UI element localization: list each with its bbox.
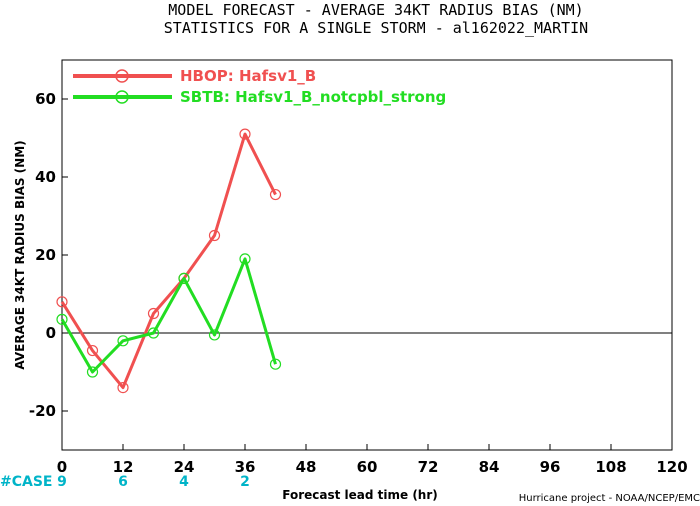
case-count-value: 4	[179, 474, 189, 490]
x-tick-label: 12	[113, 458, 134, 476]
x-tick-label: 120	[656, 458, 687, 476]
legend: HBOP: Hafsv1_B SBTB: Hafsv1_B_notcpbl_str…	[73, 67, 446, 106]
x-tick-label: 0	[57, 458, 67, 476]
series-2-point	[239, 253, 251, 265]
x-tick-label: 108	[595, 458, 626, 476]
y-tick-label: 40	[35, 168, 56, 186]
chart-title-line2: STATISTICS FOR A SINGLE STORM - al162022…	[164, 19, 588, 37]
y-tick-label: 60	[35, 90, 56, 108]
x-tick-label: 36	[235, 458, 256, 476]
x-tick-label: 72	[418, 458, 439, 476]
case-count-value: 9	[57, 474, 67, 490]
x-axis-title: Forecast lead time (hr)	[282, 488, 438, 502]
series-line-2	[60, 257, 277, 374]
y-tick-label: -20	[29, 402, 56, 420]
series-1-point	[86, 344, 99, 357]
case-count-label: #CASE	[0, 474, 53, 490]
case-counts: #CASE 9 6 4 2	[0, 474, 250, 490]
series-1-point	[147, 307, 160, 320]
chart-title-line1: MODEL FORECAST - AVERAGE 34KT RADIUS BIA…	[168, 1, 583, 19]
x-tick-label: 48	[296, 458, 317, 476]
case-count-value: 6	[118, 474, 128, 490]
series-2-point	[56, 313, 68, 325]
series-2-point	[117, 335, 129, 347]
credit-text: Hurricane project - NOAA/NCEP/EMC	[519, 493, 700, 504]
series-1-point	[239, 128, 251, 140]
series-2-point	[147, 327, 160, 339]
legend-label-2: SBTB: Hafsv1_B_notcpbl_strong	[180, 88, 446, 106]
legend-marker-1	[115, 69, 129, 83]
y-axis-title: AVERAGE 34KT RADIUS BIAS (NM)	[13, 140, 27, 369]
legend-label-1: HBOP: Hafsv1_B	[180, 67, 316, 85]
x-axis: 0 12 24 36 48 60 72 84 96 108 120	[57, 444, 688, 476]
series-2-point	[208, 329, 221, 341]
series-1-point	[117, 382, 129, 394]
y-axis: -20 0 20 40 60	[29, 90, 68, 420]
plot-frame	[61, 59, 673, 451]
y-tick-label: 0	[46, 324, 56, 342]
series-2-point	[178, 272, 190, 284]
x-tick-label: 96	[540, 458, 561, 476]
x-tick-label: 24	[174, 458, 195, 476]
series-1-point	[56, 296, 68, 308]
series-2-point	[269, 358, 282, 370]
x-tick-label: 84	[479, 458, 500, 476]
case-count-value: 2	[240, 474, 250, 490]
series-1-point	[269, 188, 282, 201]
legend-marker-2	[115, 90, 129, 104]
series-line-1	[60, 132, 277, 390]
series-layer	[56, 128, 282, 394]
series-1-point	[208, 229, 221, 242]
x-tick-label: 60	[357, 458, 378, 476]
y-tick-label: 20	[35, 246, 56, 264]
series-2-point	[86, 366, 99, 378]
